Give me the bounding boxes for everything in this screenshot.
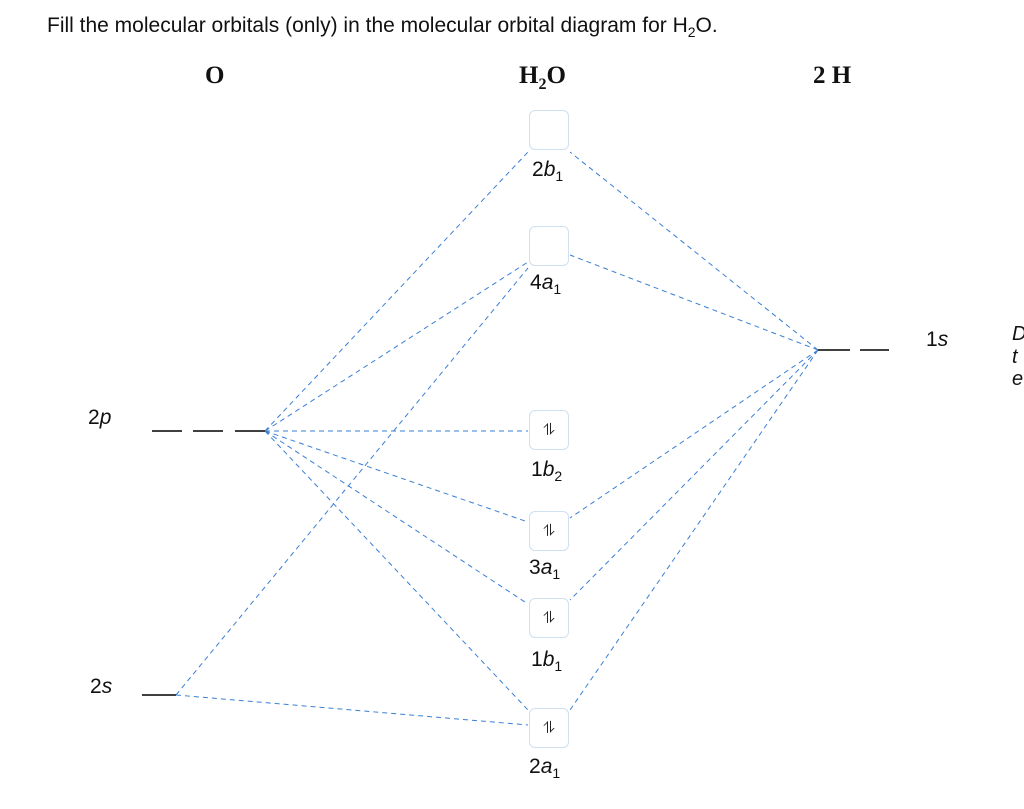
connector-2p-4a1 bbox=[264, 261, 529, 432]
connector-2s-2a1 bbox=[175, 694, 529, 726]
mo-label-1b2: 1b2 bbox=[531, 458, 563, 485]
connector-1s-3a1 bbox=[569, 349, 819, 519]
connector-1s-4a1 bbox=[569, 254, 819, 351]
oxygen-column-header: O bbox=[205, 62, 225, 89]
connector-2s-4a1 bbox=[175, 267, 529, 696]
mo-label-2a1: 2a1 bbox=[529, 755, 561, 782]
mo-box-2b1[interactable] bbox=[529, 110, 569, 150]
cut-off-text-line-2: t bbox=[1012, 346, 1018, 368]
mo-label-4a1: 4a1 bbox=[530, 271, 562, 298]
question-prompt: Fill the molecular orbitals (only) in th… bbox=[47, 14, 718, 41]
connector-1s-1b1 bbox=[569, 349, 819, 601]
cut-off-text-line-3: e bbox=[1012, 368, 1024, 390]
label-1s: 1s bbox=[926, 328, 949, 351]
connector-2p-3a1 bbox=[264, 430, 529, 523]
hydrogen-column-header: 2 H bbox=[813, 62, 852, 89]
mo-box-1b1[interactable]: ⥮ bbox=[529, 598, 569, 638]
connector-1s-2a1 bbox=[569, 349, 819, 711]
mo-label-3a1: 3a1 bbox=[529, 556, 561, 583]
mo-box-3a1[interactable]: ⥮ bbox=[529, 511, 569, 551]
cut-off-text-line-1: D bbox=[1012, 322, 1024, 346]
water-column-header: H2O bbox=[519, 62, 566, 93]
connector-1s-2b1 bbox=[569, 151, 819, 351]
mo-box-4a1[interactable] bbox=[529, 226, 569, 266]
connector-2p-2b1 bbox=[264, 151, 529, 432]
label-2p: 2p bbox=[88, 406, 112, 429]
mo-label-1b1: 1b1 bbox=[531, 648, 563, 675]
connector-2p-1b1 bbox=[264, 430, 529, 605]
mo-box-2a1[interactable]: ⥮ bbox=[529, 708, 569, 748]
label-2s: 2s bbox=[90, 675, 113, 698]
connector-2p-2a1 bbox=[264, 430, 529, 711]
mo-box-1b2[interactable]: ⥮ bbox=[529, 410, 569, 450]
mo-label-2b1: 2b1 bbox=[532, 158, 564, 185]
